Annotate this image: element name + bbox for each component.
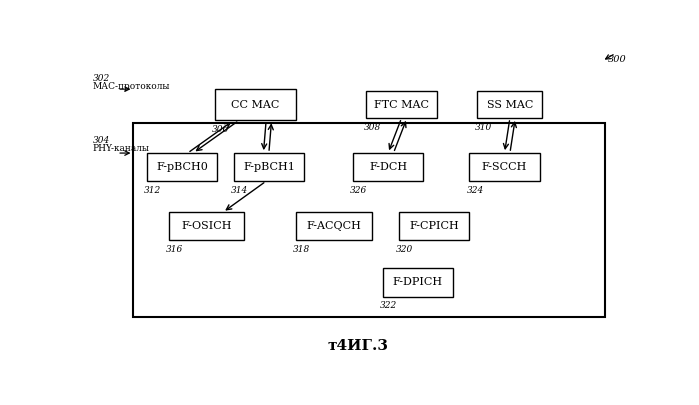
Text: 308: 308: [363, 123, 381, 132]
Text: FTC MAC: FTC MAC: [374, 100, 429, 110]
Bar: [296, 212, 372, 241]
Text: 316: 316: [166, 245, 183, 254]
Bar: [233, 153, 304, 181]
Text: F-DCH: F-DCH: [369, 162, 407, 172]
Bar: [366, 92, 437, 118]
Text: SS MAC: SS MAC: [487, 100, 533, 110]
Text: 322: 322: [380, 301, 397, 310]
Bar: [469, 153, 540, 181]
Bar: [147, 153, 217, 181]
Text: 304: 304: [93, 136, 110, 145]
Text: 320: 320: [396, 245, 413, 254]
Bar: [353, 153, 424, 181]
Bar: [168, 212, 245, 241]
Bar: [399, 212, 469, 241]
Text: F-pBCH1: F-pBCH1: [243, 162, 295, 172]
Text: F-ACQCH: F-ACQCH: [306, 222, 361, 231]
Bar: [215, 89, 296, 120]
Text: CC MAC: CC MAC: [231, 100, 280, 110]
Text: F-CPICH: F-CPICH: [409, 222, 459, 231]
Text: 314: 314: [231, 186, 248, 195]
Bar: [477, 92, 542, 118]
Text: 302: 302: [93, 74, 110, 83]
Text: 312: 312: [144, 186, 161, 195]
Text: 318: 318: [294, 245, 310, 254]
Text: 306: 306: [212, 125, 229, 134]
Text: 300: 300: [607, 55, 626, 64]
Text: F-OSICH: F-OSICH: [181, 222, 232, 231]
Text: PHY-каналы: PHY-каналы: [93, 144, 150, 153]
Text: 310: 310: [475, 123, 492, 132]
Text: F-SCCH: F-SCCH: [482, 162, 527, 172]
Text: МАС-протоколы: МАС-протоколы: [93, 82, 170, 91]
Text: F-DPICH: F-DPICH: [393, 277, 443, 288]
Text: 324: 324: [467, 186, 484, 195]
Bar: [382, 269, 453, 296]
Bar: [134, 124, 605, 317]
Text: т4ИГ.3: т4ИГ.3: [328, 339, 389, 354]
Text: F-pBCH0: F-pBCH0: [157, 162, 208, 172]
Text: 326: 326: [350, 186, 368, 195]
